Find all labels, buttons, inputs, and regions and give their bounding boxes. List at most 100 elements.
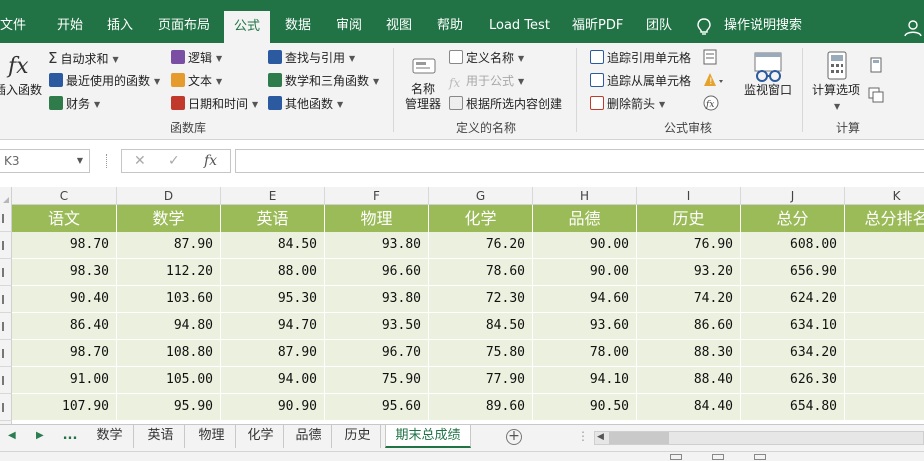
sheet-tab[interactable]: 化学 <box>238 425 284 448</box>
page-break-view-icon[interactable] <box>754 454 766 460</box>
cell[interactable]: 634.10 <box>741 313 845 339</box>
insert-function-fx-icon[interactable]: fx <box>204 153 218 169</box>
cell[interactable]: 90.00 <box>533 259 637 285</box>
cell[interactable] <box>845 259 924 285</box>
calculate-sheet-icon[interactable] <box>868 87 884 103</box>
sheet-tab[interactable]: 英语 <box>137 425 185 448</box>
more-sheets-button[interactable]: ... <box>62 428 78 443</box>
cell[interactable]: 95.90 <box>117 394 221 420</box>
cell[interactable]: 87.90 <box>117 232 221 258</box>
cell[interactable]: 84.40 <box>637 394 741 420</box>
page-layout-view-icon[interactable] <box>712 454 724 460</box>
cancel-icon[interactable]: ✕ <box>134 153 146 169</box>
sheet-tab[interactable]: 数学 <box>86 425 134 448</box>
header-cell[interactable]: 品德 <box>533 205 637 232</box>
tab-foxit-pdf[interactable]: 福昕PDF <box>572 18 624 33</box>
header-cell[interactable]: 化学 <box>429 205 533 232</box>
scrollbar-thumb[interactable] <box>609 432 669 444</box>
cell[interactable] <box>845 394 924 420</box>
chevron-down-icon[interactable]: ▼ <box>76 156 83 165</box>
row-header[interactable] <box>0 286 12 313</box>
cell[interactable]: 98.70 <box>12 340 117 366</box>
evaluate-formula-icon[interactable]: fx <box>703 95 719 111</box>
header-cell[interactable]: 总分排名 <box>845 205 924 232</box>
scroll-left-icon[interactable]: ◀ <box>597 432 604 442</box>
cell[interactable]: 84.50 <box>429 313 533 339</box>
cell[interactable]: 95.60 <box>325 394 429 420</box>
cell[interactable] <box>845 313 924 339</box>
row-header[interactable] <box>0 205 12 232</box>
tab-file[interactable]: 文件 <box>0 18 27 33</box>
math-trig-button[interactable]: 数学和三角函数 ▼ <box>268 72 379 89</box>
cell[interactable]: 108.80 <box>117 340 221 366</box>
column-header-h[interactable]: H <box>533 187 637 205</box>
remove-arrows-button[interactable]: 删除箭头 ▼ <box>590 95 665 112</box>
watch-window-icon[interactable] <box>752 51 786 83</box>
horizontal-scrollbar[interactable]: ◀ <box>594 431 924 445</box>
cell[interactable]: 608.00 <box>741 232 845 258</box>
name-manager-button[interactable]: 名称 管理器 <box>405 82 442 111</box>
cell[interactable]: 72.30 <box>429 286 533 312</box>
date-time-button[interactable]: 日期和时间 ▼ <box>171 95 258 112</box>
tab-review[interactable]: 审阅 <box>336 18 363 33</box>
row-header[interactable] <box>0 232 12 259</box>
trace-dependents-button[interactable]: 追踪从属单元格 <box>590 72 691 89</box>
formula-bar-resize-handle[interactable] <box>106 154 109 168</box>
create-from-selection-button[interactable]: 根据所选内容创建 <box>449 95 562 112</box>
row-header[interactable] <box>0 340 12 367</box>
prev-sheet-icon[interactable]: ◀ <box>8 430 16 441</box>
cell[interactable]: 90.90 <box>221 394 325 420</box>
header-cell[interactable]: 语文 <box>12 205 117 232</box>
show-formulas-icon[interactable] <box>703 49 717 65</box>
tab-view[interactable]: 视图 <box>386 18 413 33</box>
cell[interactable]: 77.90 <box>429 367 533 393</box>
tab-home[interactable]: 开始 <box>57 18 84 33</box>
column-header-k[interactable]: K <box>845 187 924 205</box>
row-header[interactable] <box>0 313 12 340</box>
row-header[interactable] <box>0 394 12 421</box>
cell[interactable]: 76.20 <box>429 232 533 258</box>
cell[interactable]: 95.30 <box>221 286 325 312</box>
cell[interactable]: 74.20 <box>637 286 741 312</box>
chevron-down-icon[interactable]: ▼ <box>834 102 841 111</box>
header-cell[interactable]: 英语 <box>221 205 325 232</box>
row-header[interactable] <box>0 367 12 394</box>
logical-button[interactable]: 逻辑 ▼ <box>171 49 222 66</box>
tell-me-search[interactable]: 操作说明搜索 <box>724 18 803 33</box>
cell[interactable]: 98.70 <box>12 232 117 258</box>
cell[interactable]: 112.20 <box>117 259 221 285</box>
cell[interactable]: 88.00 <box>221 259 325 285</box>
trace-precedents-button[interactable]: 追踪引用单元格 <box>590 49 691 66</box>
cell[interactable]: 93.80 <box>325 286 429 312</box>
lookup-reference-button[interactable]: 查找与引用 ▼ <box>268 49 355 66</box>
column-header-j[interactable]: J <box>741 187 845 205</box>
row-header[interactable] <box>0 259 12 286</box>
cell[interactable]: 88.30 <box>637 340 741 366</box>
tab-data[interactable]: 数据 <box>285 18 312 33</box>
insert-function-button[interactable]: 插入函数 <box>0 83 43 97</box>
column-header-f[interactable]: F <box>325 187 429 205</box>
calculation-options-button[interactable]: 计算选项 <box>812 83 861 97</box>
cell[interactable]: 75.90 <box>325 367 429 393</box>
cell[interactable]: 86.40 <box>12 313 117 339</box>
cell[interactable]: 93.60 <box>533 313 637 339</box>
cell[interactable]: 78.00 <box>533 340 637 366</box>
error-checking-icon[interactable]: ! <box>703 72 725 88</box>
cell[interactable]: 105.00 <box>117 367 221 393</box>
cell[interactable]: 94.80 <box>117 313 221 339</box>
column-header-e[interactable]: E <box>221 187 325 205</box>
cell[interactable]: 87.90 <box>221 340 325 366</box>
cell[interactable]: 98.30 <box>12 259 117 285</box>
column-header-i[interactable]: I <box>637 187 741 205</box>
tab-team[interactable]: 团队 <box>646 18 673 33</box>
sheet-tab[interactable]: 物理 <box>188 425 236 448</box>
cell[interactable]: 94.00 <box>221 367 325 393</box>
cell[interactable]: 93.80 <box>325 232 429 258</box>
cell[interactable]: 107.90 <box>12 394 117 420</box>
column-header-g[interactable]: G <box>429 187 533 205</box>
autosum-button[interactable]: Σ 自动求和 ▼ <box>48 49 119 67</box>
cell[interactable]: 76.90 <box>637 232 741 258</box>
more-functions-button[interactable]: 其他函数 ▼ <box>268 95 343 112</box>
name-manager-icon[interactable] <box>410 53 438 81</box>
column-header-c[interactable]: C <box>12 187 117 205</box>
